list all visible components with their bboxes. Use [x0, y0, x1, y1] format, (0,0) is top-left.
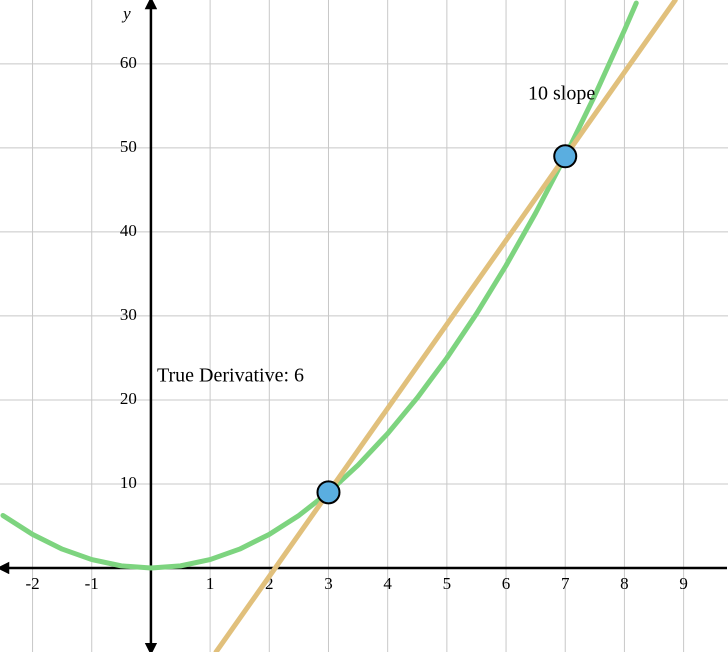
y-tick-label: 30: [120, 305, 137, 324]
y-tick-label: 10: [120, 473, 137, 492]
y-tick-label: 40: [120, 221, 137, 240]
point: [553, 144, 578, 169]
x-tick-label: 4: [383, 574, 392, 593]
y-tick-label: 60: [120, 53, 137, 72]
y-tick-label: 50: [120, 137, 137, 156]
x-tick-label: 9: [679, 574, 688, 593]
annotation: True Derivative: 6: [157, 365, 304, 387]
x-tick-label: 6: [502, 574, 511, 593]
x-tick-label: 8: [620, 574, 629, 593]
x-tick-label: 5: [443, 574, 452, 593]
x-tick-label: 1: [206, 574, 215, 593]
point: [316, 480, 341, 505]
x-tick-label: -2: [25, 574, 39, 593]
curve: [213, 0, 678, 652]
annotation: 10 slope: [528, 83, 595, 105]
x-tick-label: -1: [85, 574, 99, 593]
y-tick-label: 20: [120, 389, 137, 408]
x-tick-label: 3: [324, 574, 333, 593]
x-tick-label: 7: [561, 574, 570, 593]
x-tick-label: 2: [265, 574, 274, 593]
y-axis-label: y: [121, 4, 131, 23]
